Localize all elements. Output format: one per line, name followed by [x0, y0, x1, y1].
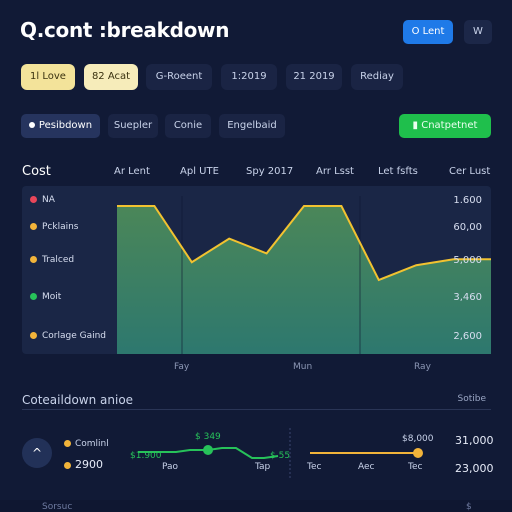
legend-label: Corlage Gaind	[42, 331, 107, 341]
sparkline-marker-icon	[413, 448, 423, 458]
chart-column-header: Let fsfts	[378, 166, 418, 177]
spark1-x1: Pao	[162, 462, 179, 472]
area-fill	[117, 206, 491, 354]
action-button[interactable]: ▮ Cnatpetnet	[399, 114, 491, 138]
filter-chip-3[interactable]: G-Roeent	[146, 64, 212, 90]
spark1-right: $ 55	[270, 451, 291, 461]
page-title: Q.cont :breakdown	[20, 18, 230, 42]
filter-chip-2[interactable]: 82 Acat	[84, 64, 138, 90]
chart-column-header: Spy 2017	[246, 166, 294, 177]
y-value: 3,460	[453, 292, 482, 303]
section-divider	[22, 409, 491, 410]
chart-column-header: Arr Lsst	[316, 166, 354, 177]
sparkline-2	[310, 448, 423, 458]
filter-chip-6[interactable]: Rediay	[351, 64, 403, 90]
footer-right: $	[466, 502, 472, 512]
legend-label: Pcklains	[42, 222, 79, 232]
right-value-1: 31,000	[455, 434, 494, 447]
x-axis-label: Mun	[293, 362, 313, 372]
action-label: Cnatpetnet	[421, 120, 478, 131]
filter-chip-1[interactable]: 1l Love	[21, 64, 75, 90]
value-dot-icon	[64, 461, 71, 469]
filter-chip-5[interactable]: 21 2019	[286, 64, 342, 90]
breakdown-link[interactable]: Sotibe	[457, 394, 487, 404]
spark1-x2: Tap	[255, 462, 271, 472]
tab-conie[interactable]: Conie	[165, 114, 211, 138]
legend-dot-icon	[30, 256, 37, 263]
spark2-x2: Aec	[358, 462, 375, 472]
y-value: 1.600	[453, 195, 482, 206]
tab-supplier[interactable]: Suepler	[108, 114, 158, 138]
legend-item: Corlage Gaind	[30, 331, 106, 341]
legend-label: Moit	[42, 292, 62, 302]
tab-breakdown[interactable]: Pesibdown	[21, 114, 100, 138]
item-label: Comlinl	[75, 439, 109, 449]
legend-dot-icon	[30, 196, 37, 203]
avatar[interactable]: ^	[22, 438, 52, 468]
value-label: 2900	[75, 458, 103, 471]
chart-column-header: Ar Lent	[114, 166, 150, 177]
breakdown-value: 2900	[64, 458, 103, 471]
right-value-2: 23,000	[455, 462, 494, 475]
legend-dot-icon	[30, 223, 37, 230]
active-dot-icon	[28, 122, 35, 128]
y-value: 5,000	[453, 255, 482, 266]
sparkline-1	[138, 428, 291, 478]
tab-label: Pesibdown	[38, 120, 93, 131]
legend-item: Pcklains	[30, 222, 79, 232]
legend-label: NA	[42, 195, 55, 205]
legend-item: Moit	[30, 292, 61, 302]
breakdown-item: Comlinl	[64, 439, 109, 449]
x-axis-label: Fay	[174, 362, 190, 372]
spark2-x3: Tec	[408, 462, 423, 472]
legend-label: Tralced	[42, 255, 75, 265]
area-chart	[117, 196, 491, 354]
primary-button[interactable]: O Lent	[403, 20, 453, 44]
legend-dot-icon	[30, 293, 37, 300]
filter-chip-4[interactable]: 1:2019	[221, 64, 277, 90]
y-value: 2,600	[453, 331, 482, 342]
spark1-left: $1.900	[130, 451, 162, 461]
chart-column-header: Apl UTE	[180, 166, 219, 177]
legend-item: NA	[30, 195, 55, 205]
tab-engelbaid[interactable]: Engelbaid	[219, 114, 285, 138]
spark1-top: $ 349	[195, 432, 221, 442]
area-line	[117, 205, 491, 282]
sparkline-marker-icon	[203, 445, 213, 455]
item-dot-icon	[64, 440, 71, 447]
icon-button[interactable]: W	[464, 20, 492, 44]
spark2-top: $8,000	[402, 434, 434, 444]
y-value: 60,00	[453, 222, 482, 233]
chart-row-label: Cost	[22, 164, 51, 179]
breakdown-title: Coteaildown anioe	[22, 393, 134, 407]
legend-item: Tralced	[30, 255, 74, 265]
footer-left: Sorsuc	[42, 502, 73, 512]
x-axis-label: Ray	[414, 362, 431, 372]
legend-dot-icon	[30, 332, 37, 339]
spark2-x1: Tec	[307, 462, 322, 472]
chart-column-header: Cer Lust	[449, 166, 491, 177]
footer-bar	[0, 500, 512, 512]
